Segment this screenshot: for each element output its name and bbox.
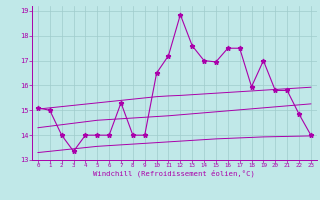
X-axis label: Windchill (Refroidissement éolien,°C): Windchill (Refroidissement éolien,°C)	[93, 170, 255, 177]
